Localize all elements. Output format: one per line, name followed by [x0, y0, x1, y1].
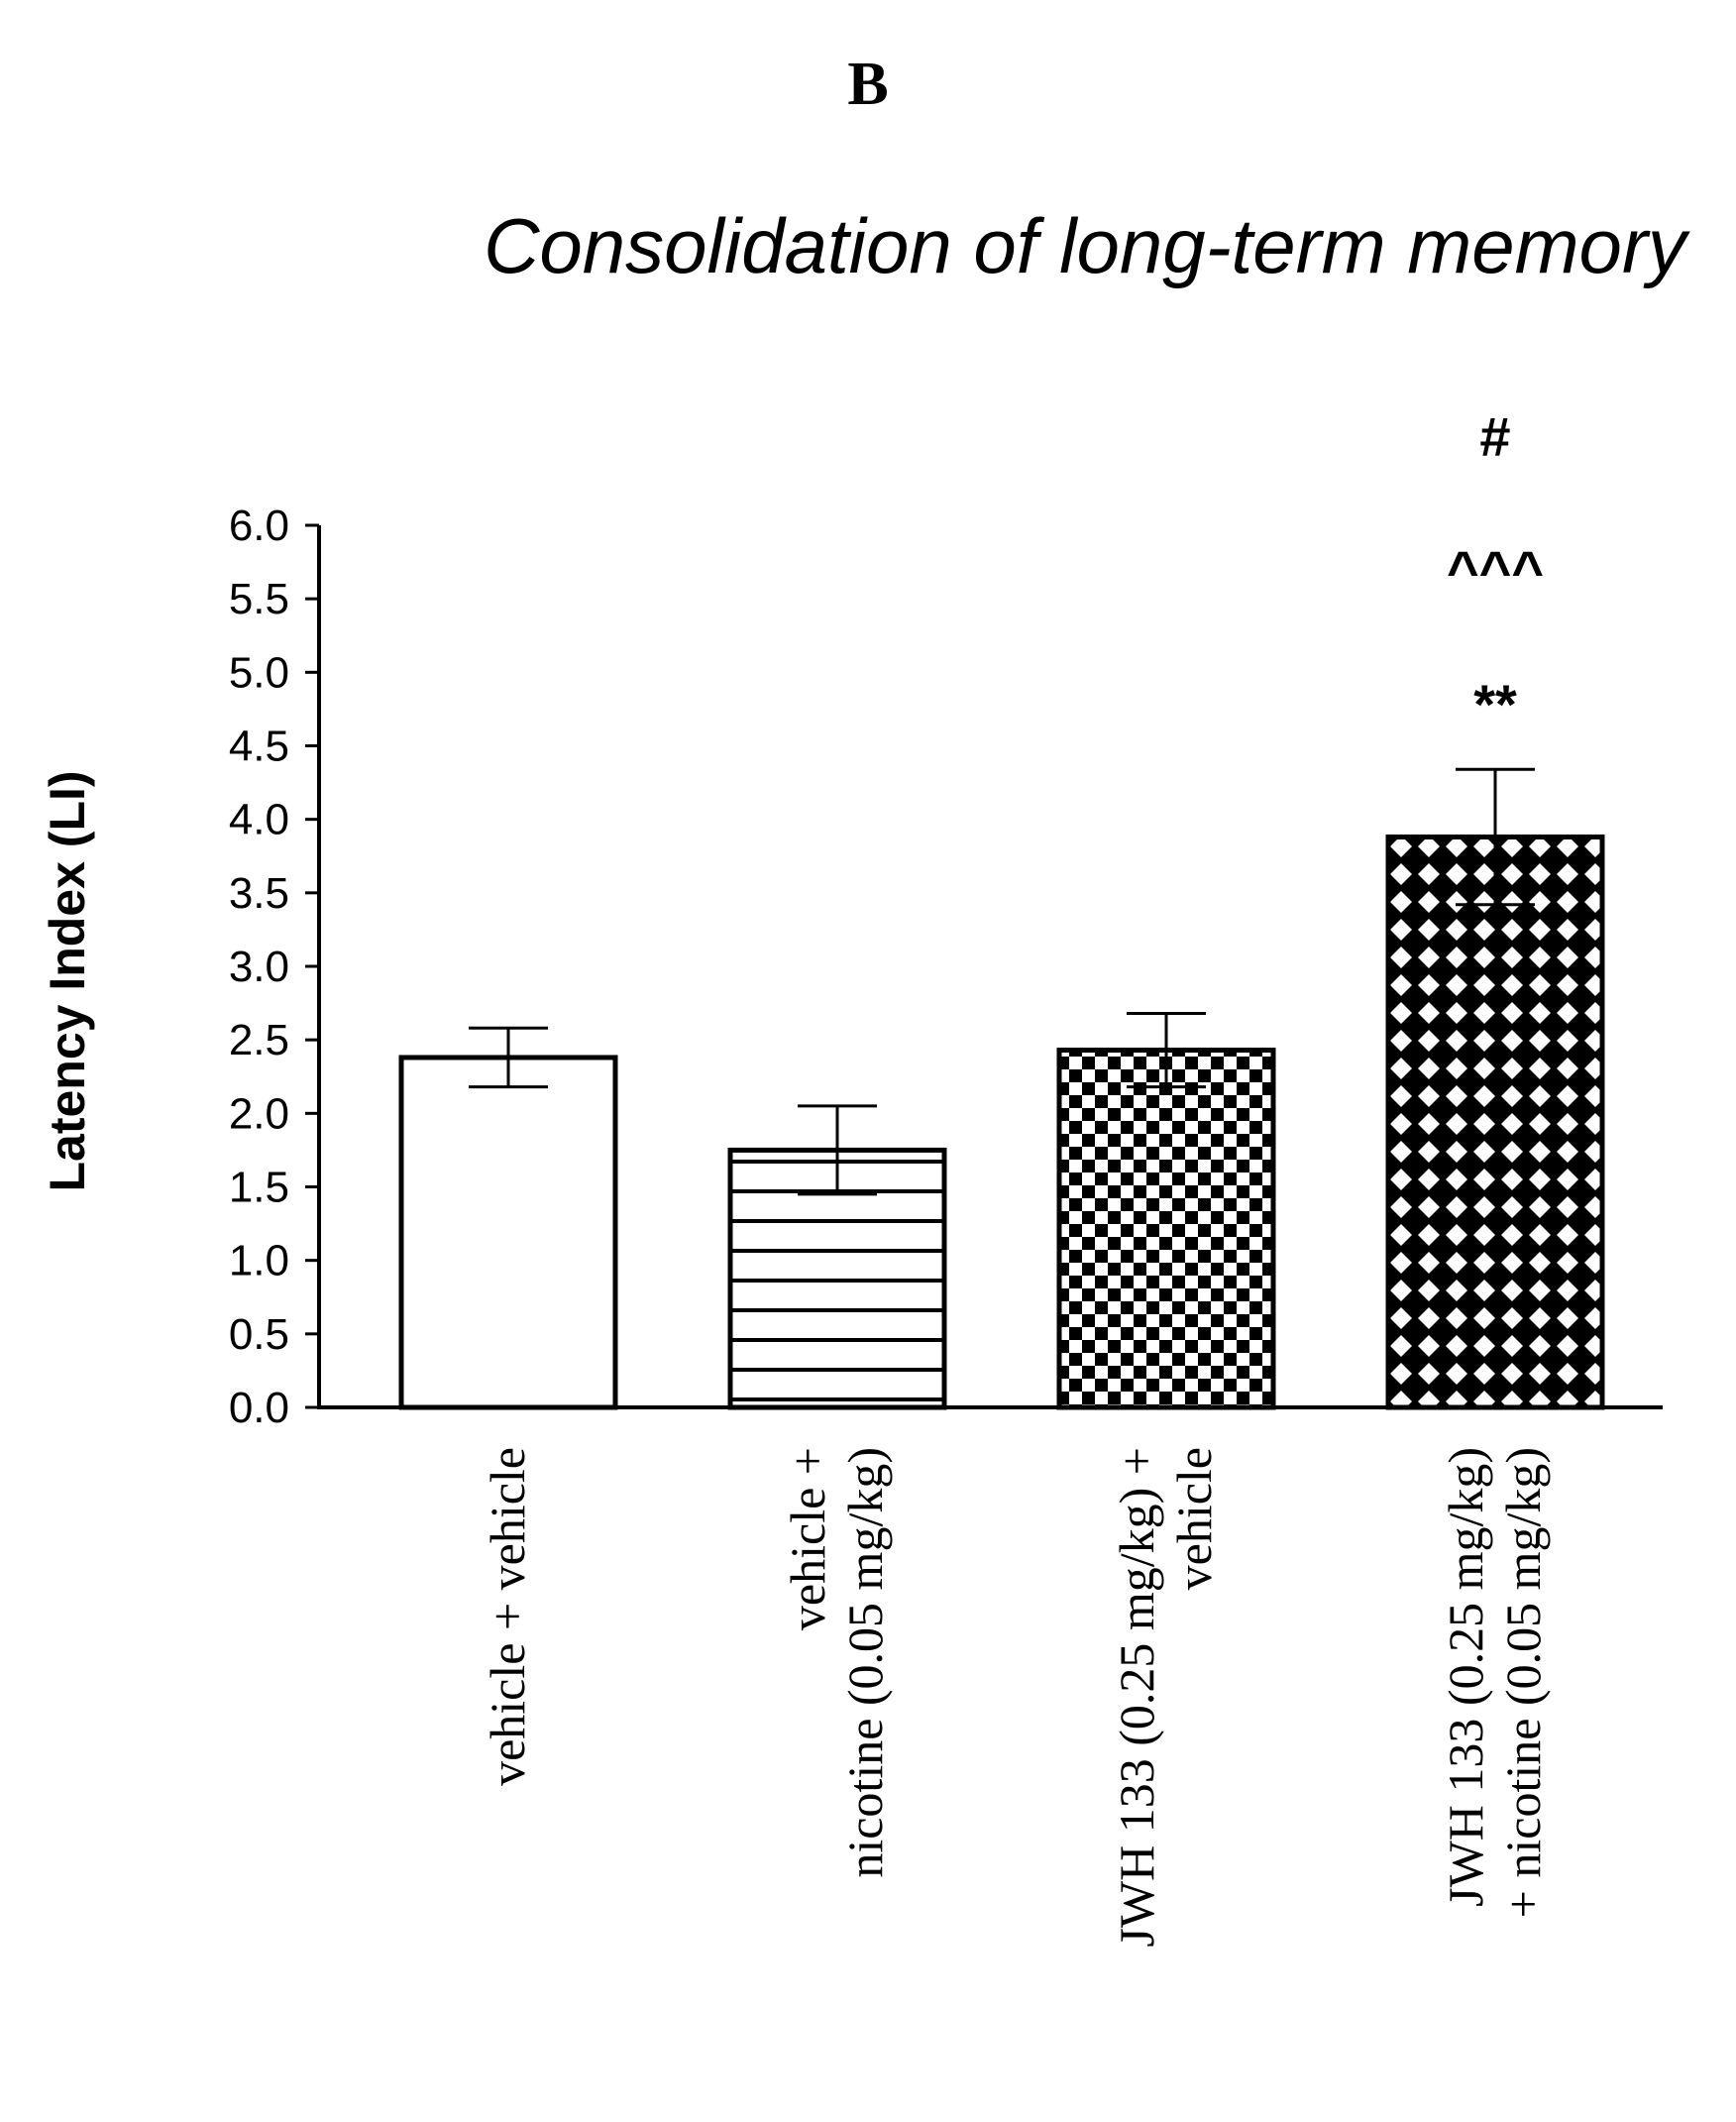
- y-ticks-group: 0.0 0.5 1.0 1.5 2.0 2.5 3.0 3.5 4.0 4.5 5.0 5.5 6.0: [229, 502, 319, 1432]
- bar-4: [1385, 834, 1605, 1410]
- y-tick-label: 2.5: [229, 1016, 289, 1064]
- significance-marker: **: [1473, 673, 1517, 735]
- category-label-4: + nicotine (0.05 mg/kg): [1495, 1447, 1551, 1918]
- error-bars-group: [469, 767, 1535, 1196]
- category-label-3: vehicle: [1166, 1447, 1222, 1590]
- y-tick-label: 2.0: [229, 1089, 289, 1138]
- y-tick-label: 0.5: [229, 1310, 289, 1359]
- bar-1: [398, 1055, 618, 1410]
- bar-3: [1056, 1048, 1276, 1410]
- category-label-1: vehicle + vehicle: [480, 1447, 535, 1786]
- category-label-3: JWH 133 (0.25 mg/kg) +: [1109, 1447, 1164, 1948]
- y-tick-label: 1.5: [229, 1164, 289, 1212]
- y-tick-label: 5.5: [229, 575, 289, 623]
- y-tick-label: 5.0: [229, 648, 289, 697]
- y-tick-label: 3.5: [229, 869, 289, 918]
- category-label-4: JWH 133 (0.25 mg/kg): [1438, 1447, 1493, 1907]
- category-label-2: nicotine (0.05 mg/kg): [837, 1447, 893, 1878]
- y-tick-label: 4.0: [229, 796, 289, 844]
- category-labels-group: vehicle + vehicle vehicle + nicotine (0.05…: [480, 1447, 1551, 1948]
- panel-letter: B: [847, 51, 888, 118]
- y-axis-label: Latency Index (LI): [40, 770, 95, 1191]
- significance-group: # ^^^ **: [1447, 405, 1544, 735]
- significance-marker: #: [1479, 405, 1510, 468]
- y-tick-label: 6.0: [229, 502, 289, 550]
- category-label-2: vehicle +: [780, 1447, 835, 1630]
- bars-group: [398, 834, 1605, 1410]
- y-tick-label: 1.0: [229, 1237, 289, 1285]
- y-tick-label: 4.5: [229, 723, 289, 771]
- chart-title: Consolidation of long-term memory: [484, 202, 1690, 289]
- y-tick-label: 3.0: [229, 943, 289, 991]
- significance-marker: ^^^: [1447, 539, 1544, 602]
- y-tick-label: 0.0: [229, 1384, 289, 1432]
